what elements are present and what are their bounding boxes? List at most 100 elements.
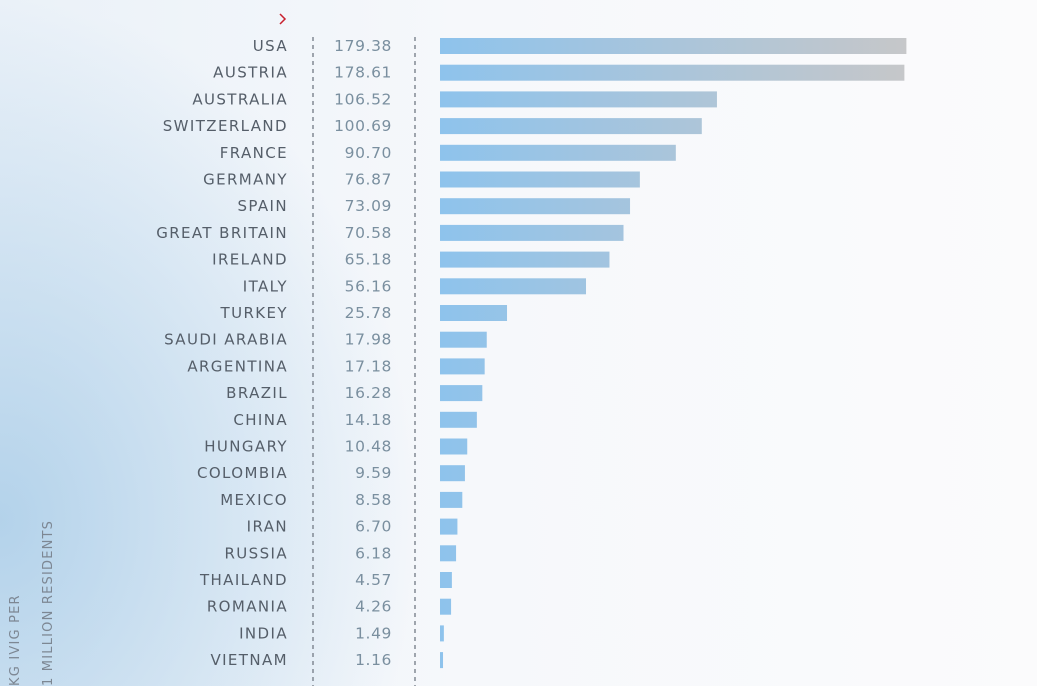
bar <box>440 545 457 562</box>
bar-row: HUNGARY 10.48 <box>204 438 468 456</box>
bar <box>440 491 463 508</box>
value-label: 56.16 <box>345 277 392 295</box>
bar <box>440 385 483 402</box>
bar <box>440 625 444 642</box>
bar <box>440 91 717 108</box>
category-label: GREAT BRITAIN <box>156 224 288 242</box>
bar-row: COLOMBIA 9.59 <box>197 464 465 482</box>
value-label: 17.18 <box>345 357 392 375</box>
bar <box>440 38 907 54</box>
value-label: 6.70 <box>355 518 392 536</box>
bar <box>440 518 458 535</box>
bar-row: THAILAND 4.57 <box>199 571 452 589</box>
bar-row: IRAN 6.70 <box>247 518 458 536</box>
bar <box>440 358 485 375</box>
value-label: 76.87 <box>345 171 392 189</box>
value-label: 6.18 <box>355 544 392 562</box>
bar-row: USA 179.38 <box>253 37 907 55</box>
category-label: SPAIN <box>237 197 288 215</box>
bar-row: ROMANIA 4.26 <box>207 598 452 616</box>
bar <box>440 278 587 295</box>
bar <box>440 198 631 215</box>
bar <box>440 465 465 482</box>
category-label: USA <box>253 37 288 55</box>
bar <box>440 652 444 669</box>
value-label: 9.59 <box>355 464 392 482</box>
value-label: 178.61 <box>334 64 392 82</box>
value-label: 106.52 <box>334 90 392 108</box>
category-label: TURKEY <box>220 304 288 322</box>
bar-row: CHINA 14.18 <box>233 411 477 429</box>
category-label: HUNGARY <box>204 438 288 456</box>
category-label: BRAZIL <box>226 384 288 402</box>
value-label: 65.18 <box>345 251 392 269</box>
category-label: COLOMBIA <box>197 464 288 482</box>
bar <box>440 224 624 241</box>
bar-row: BRAZIL 16.28 <box>226 384 483 402</box>
bar <box>440 118 702 135</box>
bar-row: GERMANY 76.87 <box>203 171 640 189</box>
value-label: 10.48 <box>345 438 392 456</box>
bar-row: GREAT BRITAIN 70.58 <box>156 224 624 242</box>
axis-title-line-1: KG IVIG PER <box>8 594 23 686</box>
value-label: 1.16 <box>355 651 392 669</box>
bar-row: RUSSIA 6.18 <box>224 544 457 562</box>
category-label: ROMANIA <box>207 598 288 616</box>
bar <box>440 598 452 615</box>
category-label: ARGENTINA <box>187 357 288 375</box>
bar <box>440 572 452 588</box>
value-label: 4.57 <box>355 571 392 589</box>
bar-row: SPAIN 73.09 <box>237 197 631 215</box>
value-label: 16.28 <box>345 384 392 402</box>
bar-row: SAUDI ARABIA 17.98 <box>164 331 487 349</box>
category-label: FRANCE <box>220 144 288 162</box>
bar <box>440 305 508 321</box>
category-label: MEXICO <box>220 491 288 509</box>
category-label: SWITZERLAND <box>163 117 288 135</box>
category-label: AUSTRALIA <box>192 90 288 108</box>
bar-row: TURKEY 25.78 <box>220 304 508 322</box>
value-label: 73.09 <box>345 197 392 215</box>
bar <box>440 64 905 81</box>
category-label: RUSSIA <box>224 544 288 562</box>
value-label: 100.69 <box>334 117 392 135</box>
category-label: GERMANY <box>203 171 288 189</box>
bar-row: FRANCE 90.70 <box>220 144 676 162</box>
bar-row: AUSTRIA 178.61 <box>213 64 905 82</box>
value-label: 70.58 <box>345 224 392 242</box>
bar <box>440 438 468 455</box>
value-label: 90.70 <box>345 144 392 162</box>
bar-row: ITALY 56.16 <box>243 277 587 295</box>
value-label: 8.58 <box>355 491 392 509</box>
bar <box>440 144 676 161</box>
category-label: INDIA <box>239 624 288 642</box>
category-label: IRAN <box>247 518 288 536</box>
bar-row: VIETNAM 1.16 <box>210 651 444 669</box>
bar-row: AUSTRALIA 106.52 <box>192 90 717 108</box>
category-label: SAUDI ARABIA <box>164 331 288 349</box>
axis-title-line-2: 1 MILLION RESIDENTS <box>41 520 56 686</box>
bar <box>440 411 477 428</box>
chevron-right-icon <box>279 13 287 25</box>
value-label: 1.49 <box>355 624 392 642</box>
value-label: 25.78 <box>345 304 392 322</box>
value-label: 4.26 <box>355 598 392 616</box>
category-label: ITALY <box>243 277 288 295</box>
category-label: CHINA <box>233 411 288 429</box>
bar-row: INDIA 1.49 <box>239 624 444 642</box>
bar <box>440 251 610 268</box>
category-label: THAILAND <box>199 571 288 589</box>
value-label: 14.18 <box>345 411 392 429</box>
bar <box>440 171 640 188</box>
category-label: VIETNAM <box>210 651 288 669</box>
bar <box>440 331 487 348</box>
value-label: 17.98 <box>345 331 392 349</box>
category-label: AUSTRIA <box>213 64 288 82</box>
bar-row: MEXICO 8.58 <box>220 491 463 509</box>
bar-row: ARGENTINA 17.18 <box>187 357 485 375</box>
category-label: IRELAND <box>212 251 288 269</box>
bar-row: SWITZERLAND 100.69 <box>163 117 702 135</box>
value-label: 179.38 <box>334 37 392 55</box>
bar-row: IRELAND 65.18 <box>212 251 610 269</box>
